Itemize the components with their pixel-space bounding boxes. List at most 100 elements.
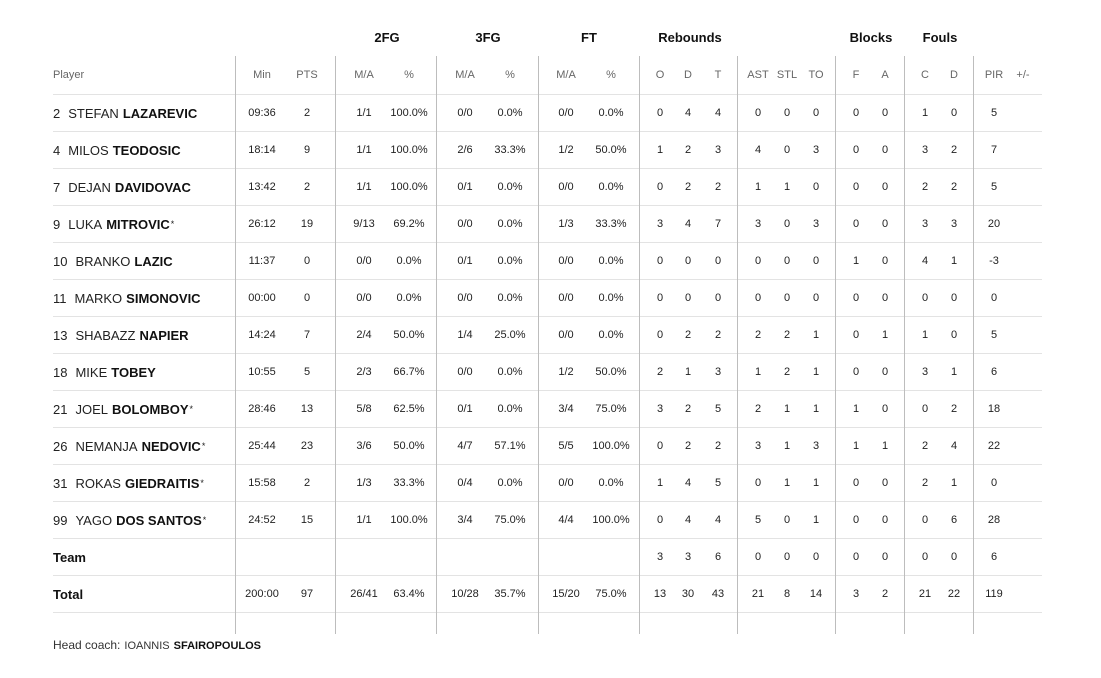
team-stat-3fg-made-attempted bbox=[442, 539, 488, 575]
player-name: 21 JOEL BOLOMBOY * bbox=[53, 391, 233, 427]
total-stat-fouls-drawn: 22 bbox=[947, 588, 961, 600]
column-divider bbox=[538, 56, 539, 634]
stat-2fg-pct: 100.0% bbox=[390, 514, 428, 526]
stat-3fg-pct: 0.0% bbox=[497, 107, 523, 119]
player-last-name: NAPIER bbox=[139, 327, 189, 343]
stat-offensive-rebounds: 0 bbox=[656, 255, 664, 267]
stat-ft-pct: 33.3% bbox=[595, 218, 627, 230]
stat-2fg-pct: 69.2% bbox=[393, 218, 425, 230]
player-name: 99 YAGO DOS SANTOS * bbox=[53, 502, 233, 538]
group-header-2fg: 2FG bbox=[374, 30, 400, 45]
stat-2fg-pct: 50.0% bbox=[393, 329, 425, 341]
stat-offensive-rebounds: 3 bbox=[656, 403, 664, 415]
stat-2fg-made-attempted: 2/3 bbox=[356, 366, 372, 378]
stat-3fg-pct: 25.0% bbox=[494, 329, 526, 341]
stat-fouls-drawn: 4 bbox=[950, 440, 958, 452]
player-row: 9 LUKA MITROVIC * 26:12 19 9/13 69.2% 0/0 0.0% 1/3… bbox=[53, 206, 1042, 243]
column-header-2fg-pct: % bbox=[404, 69, 414, 81]
stat-turnovers: 1 bbox=[812, 366, 820, 378]
player-last-name: TOBEY bbox=[111, 364, 156, 380]
head-coach: Head coach: IOANNIS SFAIROPOULOS bbox=[53, 638, 261, 652]
column-divider bbox=[639, 56, 640, 634]
column-header-ft-pct: % bbox=[606, 69, 616, 81]
stat-turnovers: 0 bbox=[812, 292, 820, 304]
stat-assists: 3 bbox=[754, 218, 762, 230]
stat-steals: 0 bbox=[783, 514, 791, 526]
player-last-name: NEDOVIC bbox=[141, 438, 201, 454]
player-first-name: JOEL bbox=[75, 401, 108, 417]
total-stat-fouls-committed: 21 bbox=[918, 588, 932, 600]
player-name: 10 BRANKO LAZIC bbox=[53, 243, 233, 279]
stat-total-rebounds: 3 bbox=[714, 144, 722, 156]
stat-defensive-rebounds: 4 bbox=[684, 107, 692, 119]
stat-blocks-for: 0 bbox=[852, 107, 860, 119]
stat-turnovers: 3 bbox=[812, 144, 820, 156]
stat-defensive-rebounds: 1 bbox=[684, 366, 692, 378]
stat-defensive-rebounds: 2 bbox=[684, 144, 692, 156]
stat-ft-made-attempted: 1/3 bbox=[558, 218, 574, 230]
stat-turnovers: 0 bbox=[812, 255, 820, 267]
team-stat-fouls-committed: 0 bbox=[921, 551, 929, 563]
stat-steals: 1 bbox=[783, 403, 791, 415]
stat-ft-made-attempted: 0/0 bbox=[558, 107, 574, 119]
stat-total-rebounds: 5 bbox=[714, 403, 722, 415]
jersey-number: 11 bbox=[53, 290, 67, 306]
stat-blocks-against: 0 bbox=[881, 477, 889, 489]
player-row: 21 JOEL BOLOMBOY * 28:46 13 5/8 62.5% 0/1 0.0% 3/4… bbox=[53, 391, 1042, 428]
player-last-name: BOLOMBOY bbox=[111, 401, 189, 417]
stat-turnovers: 3 bbox=[812, 440, 820, 452]
jersey-number: 31 bbox=[53, 475, 68, 491]
column-header-2fg-made-attempted: M/A bbox=[354, 69, 374, 81]
group-header-ft: FT bbox=[581, 30, 597, 45]
player-name: 7 DEJAN DAVIDOVAC bbox=[53, 169, 233, 205]
stat-min: 28:46 bbox=[248, 403, 276, 415]
stat-total-rebounds: 7 bbox=[714, 218, 722, 230]
column-header-fouls-committed: C bbox=[921, 69, 929, 81]
stat-2fg-made-attempted: 5/8 bbox=[356, 403, 372, 415]
team-stat-pir: 6 bbox=[990, 551, 998, 563]
stat-2fg-made-attempted: 1/1 bbox=[356, 107, 372, 119]
player-name: 18 MIKE TOBEY bbox=[53, 354, 233, 390]
player-row: 99 YAGO DOS SANTOS * 24:52 15 1/1 100.0% 3/4 75.0… bbox=[53, 502, 1042, 539]
column-header-total-rebounds: T bbox=[714, 69, 722, 81]
stat-assists: 0 bbox=[754, 107, 762, 119]
stat-plus-minus bbox=[1009, 280, 1037, 316]
player-last-name: DOS SANTOS bbox=[116, 512, 202, 528]
stat-steals: 2 bbox=[783, 366, 791, 378]
stat-fouls-committed: 3 bbox=[921, 144, 929, 156]
column-divider bbox=[235, 56, 236, 634]
player-first-name: MIKE bbox=[75, 364, 108, 380]
stat-blocks-against: 0 bbox=[881, 181, 889, 193]
stat-plus-minus bbox=[1009, 354, 1037, 390]
column-header-assists: AST bbox=[747, 69, 769, 81]
stat-plus-minus bbox=[1009, 132, 1037, 168]
head-coach-first-name: IOANNIS bbox=[124, 640, 170, 652]
total-stat-2fg-pct: 63.4% bbox=[393, 588, 425, 600]
stat-fouls-drawn: 0 bbox=[950, 329, 958, 341]
stat-3fg-made-attempted: 0/1 bbox=[457, 181, 473, 193]
stat-total-rebounds: 5 bbox=[714, 477, 722, 489]
stat-ft-made-attempted: 0/0 bbox=[558, 477, 574, 489]
stat-total-rebounds: 2 bbox=[714, 181, 722, 193]
stat-blocks-for: 0 bbox=[852, 329, 860, 341]
stat-assists: 3 bbox=[754, 440, 762, 452]
stat-blocks-for: 0 bbox=[852, 144, 860, 156]
team-stat-assists: 0 bbox=[754, 551, 762, 563]
column-divider bbox=[973, 56, 974, 634]
stat-steals: 0 bbox=[783, 107, 791, 119]
total-stat-ft-pct: 75.0% bbox=[595, 588, 627, 600]
jersey-number: 10 bbox=[53, 253, 68, 269]
stat-3fg-pct: 0.0% bbox=[497, 292, 523, 304]
stat-offensive-rebounds: 1 bbox=[656, 477, 664, 489]
stat-2fg-made-attempted: 2/4 bbox=[356, 329, 372, 341]
stat-ft-made-attempted: 0/0 bbox=[558, 255, 574, 267]
player-last-name: SIMONOVIC bbox=[126, 290, 201, 306]
stat-ft-pct: 50.0% bbox=[595, 366, 627, 378]
group-header-3fg: 3FG bbox=[475, 30, 501, 45]
column-header-pts: PTS bbox=[296, 69, 318, 81]
stat-defensive-rebounds: 0 bbox=[684, 255, 692, 267]
stat-pts: 5 bbox=[303, 366, 311, 378]
stat-2fg-made-attempted: 1/3 bbox=[356, 477, 372, 489]
stat-fouls-committed: 4 bbox=[921, 255, 929, 267]
stat-assists: 5 bbox=[754, 514, 762, 526]
